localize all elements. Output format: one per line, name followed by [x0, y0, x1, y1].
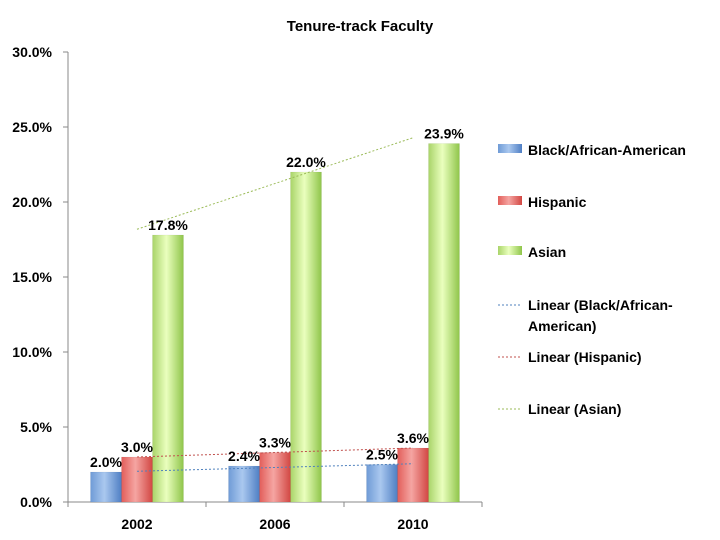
data-label: 3.6% — [397, 430, 429, 446]
data-label: 2.0% — [90, 454, 122, 470]
legend-label: Linear (Black/African- — [528, 297, 673, 313]
legend-swatch-1 — [498, 196, 522, 205]
legend-swatch-0 — [498, 144, 522, 153]
y-tick-label: 5.0% — [20, 419, 52, 435]
data-label: 23.9% — [424, 126, 464, 142]
y-tick-label: 30.0% — [12, 44, 52, 60]
data-label: 2.4% — [228, 448, 260, 464]
x-tick-label: 2006 — [259, 516, 290, 532]
trendlines — [136, 137, 414, 472]
bar-1-1 — [259, 452, 291, 503]
data-label: 3.3% — [259, 435, 291, 451]
bar-2-0 — [152, 234, 184, 503]
bar-2-1 — [290, 171, 322, 503]
data-label: 2.5% — [366, 447, 398, 463]
bar-0-2 — [366, 464, 398, 503]
trendline-2 — [136, 137, 414, 230]
data-label: 3.0% — [121, 439, 153, 455]
y-tick-label: 20.0% — [12, 194, 52, 210]
legend-label: Linear (Hispanic) — [528, 349, 642, 365]
data-label: 22.0% — [286, 154, 326, 170]
legend-swatch-2 — [498, 246, 522, 255]
y-tick-label: 10.0% — [12, 344, 52, 360]
bar-0-0 — [90, 471, 122, 503]
legend-label: Hispanic — [528, 194, 587, 210]
bars — [90, 143, 460, 503]
legend-label: Linear (Asian) — [528, 401, 621, 417]
y-tick-label: 25.0% — [12, 119, 52, 135]
y-tick-label: 15.0% — [12, 269, 52, 285]
bar-2-2 — [428, 143, 460, 503]
bar-0-1 — [228, 465, 260, 503]
chart-title: Tenure-track Faculty — [287, 18, 434, 35]
bar-1-2 — [397, 447, 429, 503]
legend-label: Asian — [528, 244, 566, 260]
data-label: 17.8% — [148, 217, 188, 233]
legend-label: American) — [528, 318, 596, 334]
x-tick-label: 2010 — [397, 516, 428, 532]
bar-1-0 — [121, 456, 153, 503]
x-tick-label: 2002 — [121, 516, 152, 532]
legend: Black/African-American Hispanic Asian Linea… — [498, 142, 686, 417]
axes: 0.0% 5.0% 10.0% 15.0% 20.0% 25.0% 30.0% 2002 200… — [12, 44, 483, 532]
legend-label: Black/African-American — [528, 142, 686, 158]
data-labels: 2.0% 2.4% 2.5% 3.0% 3.3% 3.6% 17.8% 22.0% 23.9% — [90, 126, 464, 471]
y-tick-label: 0.0% — [20, 494, 52, 510]
